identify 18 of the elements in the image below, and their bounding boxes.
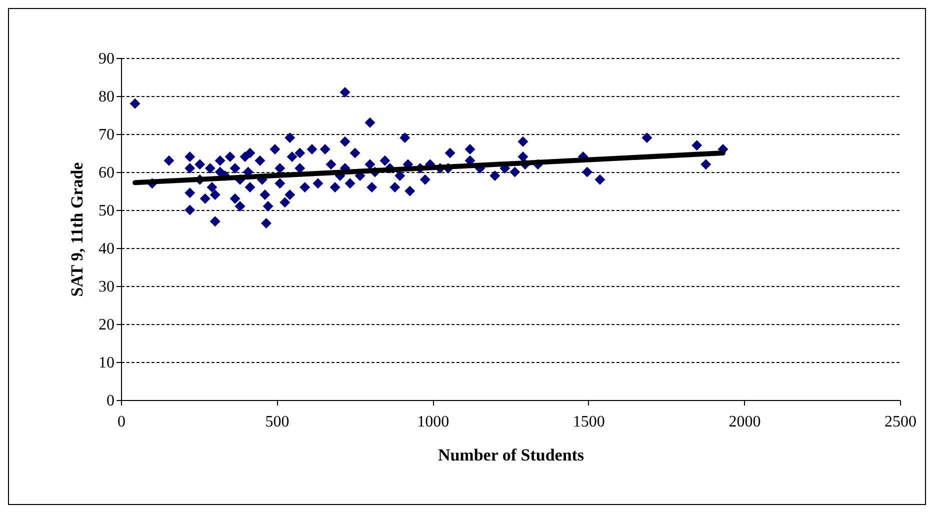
y-tick-label: 70 (98, 126, 114, 144)
x-tick-label: 2500 (884, 414, 916, 430)
x-tick-label: 1000 (417, 414, 450, 430)
y-tick-label: 40 (98, 240, 114, 258)
y-tick-label: 60 (98, 164, 114, 182)
x-tick-label: 2000 (728, 414, 761, 430)
y-tick-label: 50 (98, 202, 114, 220)
y-tick-label: 80 (98, 88, 114, 106)
x-tick-label: 500 (265, 414, 290, 430)
x-axis-title: Number of Students (438, 446, 584, 464)
y-tick-label: 20 (98, 316, 114, 334)
y-tick-label: 0 (106, 392, 114, 410)
x-tick-label: 1500 (572, 414, 605, 430)
x-tick-label: 0 (118, 414, 126, 430)
y-axis-title: SAT 9, 11th Grade (68, 162, 86, 297)
y-tick-label: 10 (98, 354, 114, 372)
y-tick-label: 30 (98, 278, 114, 296)
y-tick-label: 90 (98, 50, 114, 68)
